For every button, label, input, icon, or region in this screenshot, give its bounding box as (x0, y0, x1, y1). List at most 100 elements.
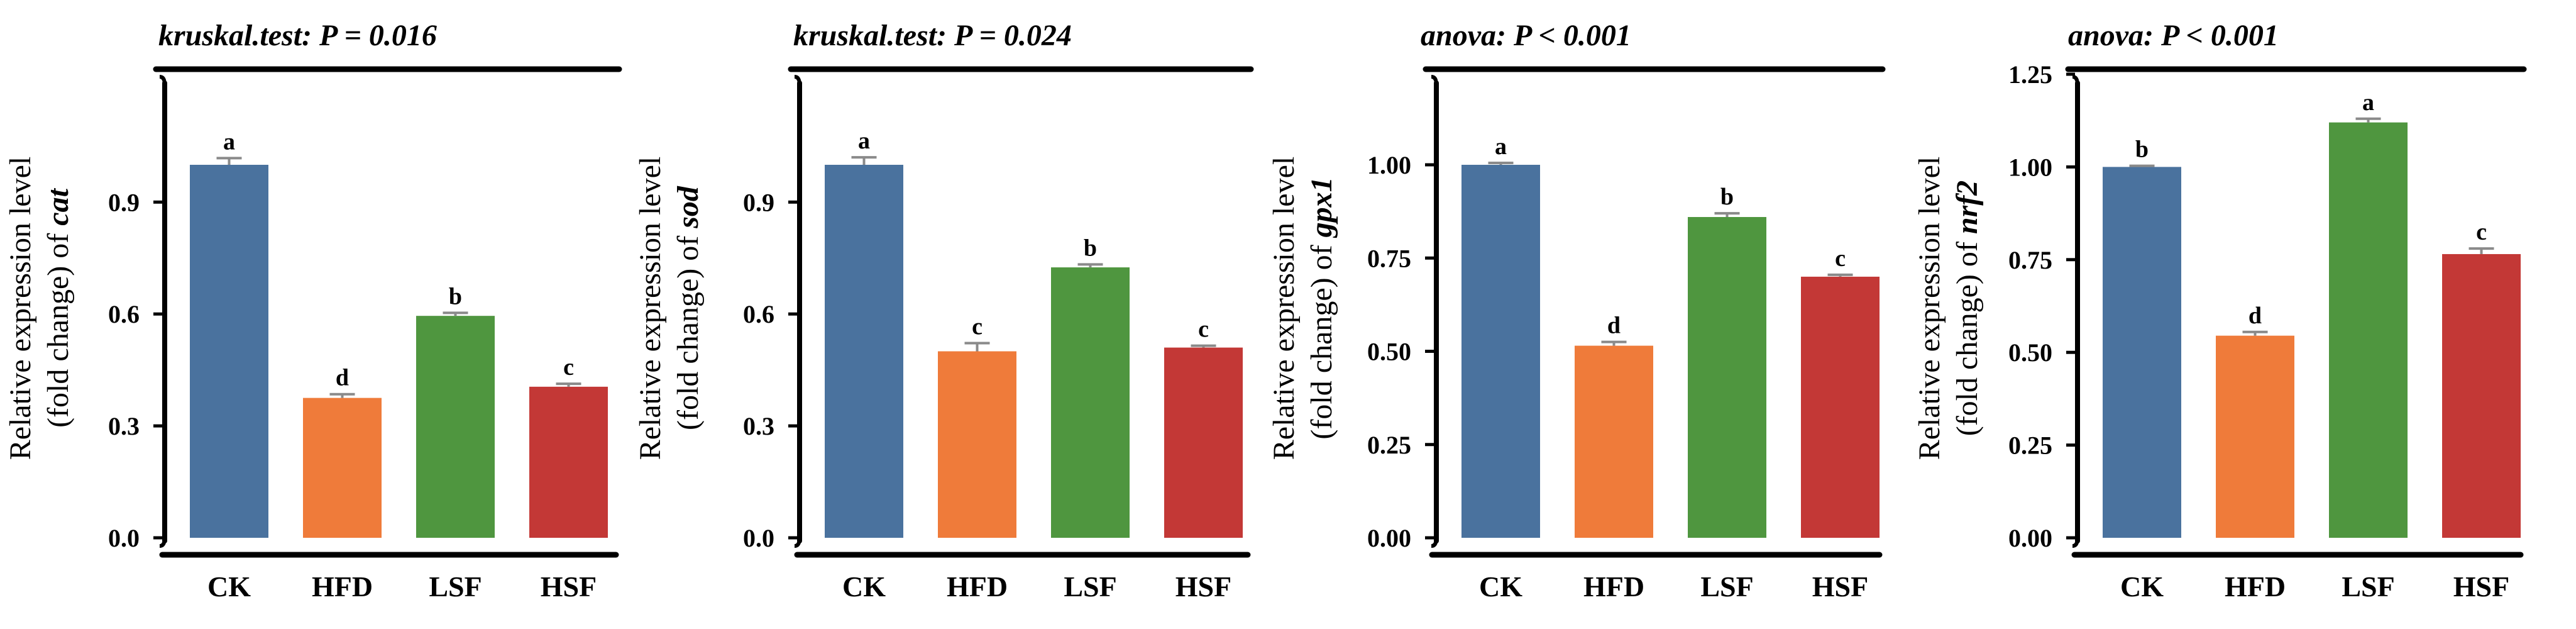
x-category-label: HFD (1583, 571, 1644, 603)
y-axis-label-line2: (fold change) of nrf2 (1951, 181, 1984, 437)
y-axis-label-line2: (fold change) of cat (41, 187, 75, 427)
bar-hsf (529, 386, 608, 538)
bar-ck (190, 165, 268, 538)
significance-letter: a (1495, 133, 1507, 160)
significance-letter: d (2248, 303, 2262, 329)
y-axis-gene-name: gpx1 (1305, 177, 1338, 238)
x-category-label: LSF (1700, 571, 1753, 603)
y-tick-label: 1.00 (1367, 151, 1411, 179)
chart-title: anova: P < 0.001 (2068, 19, 2279, 52)
bar-hfd (303, 398, 382, 538)
bar-lsf (1051, 267, 1130, 538)
y-tick-label: 0.75 (2008, 246, 2052, 274)
y-axis-cap-bottom (2072, 537, 2079, 548)
significance-letter: d (1607, 313, 1621, 339)
y-axis-cap-bottom (159, 537, 167, 548)
y-axis-cap-top (794, 75, 801, 86)
y-tick-label: 0.3 (743, 412, 774, 440)
chart-title: anova: P < 0.001 (1421, 19, 1631, 52)
y-axis-cap-top (1431, 75, 1438, 86)
bar-ck (2103, 167, 2181, 538)
y-tick-label: 0.50 (1367, 338, 1411, 366)
y-tick-label: 0.75 (1367, 244, 1411, 272)
x-category-label: LSF (429, 571, 482, 603)
bar-ck (825, 165, 903, 538)
bar-hsf (2442, 253, 2521, 538)
y-axis-gene-name: cat (41, 187, 75, 225)
x-category-label: HSF (1175, 571, 1231, 603)
y-axis-cap-top (2072, 75, 2079, 86)
x-category-label: HFD (312, 571, 373, 603)
x-category-label: CK (842, 571, 886, 603)
y-axis-label-line1: Relative expression level (1913, 157, 1946, 460)
y-tick-label: 0.25 (1367, 431, 1411, 459)
bar-lsf (416, 316, 495, 538)
x-category-label: HSF (1812, 571, 1868, 603)
y-tick-label: 0.9 (743, 188, 774, 216)
x-category-label: CK (2120, 571, 2164, 603)
y-axis-cap-top (159, 75, 167, 86)
x-category-label: CK (1479, 571, 1522, 603)
bar-hfd (1575, 345, 1653, 538)
chart-panel-1: kruskal.test: P = 0.016 0.0 0.3 0.6 0.9 Relat… (4, 19, 622, 603)
y-tick-label: 1.25 (2008, 60, 2052, 89)
significance-letter: a (2362, 89, 2374, 116)
x-category-label: HSF (541, 571, 597, 603)
y-axis-cap-bottom (794, 537, 801, 548)
significance-letter: c (2476, 219, 2487, 245)
bar-lsf (2329, 122, 2408, 538)
y-tick-label: 0.6 (743, 300, 774, 328)
y-axis-cap-bottom (1431, 537, 1438, 548)
bar-lsf (1688, 217, 1766, 538)
y-tick-label: 0.6 (108, 300, 140, 328)
chart-title: kruskal.test: P = 0.016 (158, 19, 437, 52)
y-axis-gene-name: nrf2 (1951, 181, 1984, 234)
bar-hsf (1164, 347, 1243, 538)
significance-letter: c (563, 354, 574, 381)
x-category-label: HFD (2225, 571, 2286, 603)
y-tick-label: 0.00 (2008, 524, 2052, 552)
y-axis-gene-name: sod (671, 186, 705, 229)
y-axis-label-line1: Relative expression level (4, 157, 37, 460)
y-axis-label-text: (fold change) of (671, 228, 705, 430)
y-axis-label-text: (fold change) of (41, 226, 75, 428)
y-axis-label-text: (fold change) of (1951, 234, 1984, 436)
chart-panel-4: anova: P < 0.001 0.00 0.25 0.50 0.75 1.00 1.25… (1913, 19, 2527, 603)
x-category-label: LSF (2342, 571, 2394, 603)
y-tick-label: 0.0 (108, 524, 140, 552)
significance-letter: c (972, 313, 983, 340)
significance-letter: b (1084, 235, 1097, 261)
y-tick-label: 0.0 (743, 524, 774, 552)
y-tick-label: 0.9 (108, 188, 140, 216)
significance-letter: b (449, 283, 462, 309)
y-tick-label: 0.3 (108, 412, 140, 440)
chart-title: kruskal.test: P = 0.024 (793, 19, 1072, 52)
x-category-label: HSF (2453, 571, 2509, 603)
y-axis-label-line1: Relative expression level (1267, 157, 1301, 460)
y-axis-label-line2: (fold change) of gpx1 (1305, 177, 1338, 439)
significance-letter: a (858, 128, 870, 154)
bar-ck (1461, 165, 1540, 538)
x-category-label: LSF (1064, 571, 1116, 603)
significance-letter: b (2135, 136, 2149, 163)
y-tick-label: 0.50 (2008, 338, 2052, 367)
y-axis-label-line2: (fold change) of sod (671, 186, 705, 430)
y-tick-label: 0.00 (1367, 524, 1411, 552)
significance-letter: d (336, 365, 349, 391)
bar-hfd (2216, 335, 2294, 538)
chart-panel-3: anova: P < 0.001 0.00 0.25 0.50 0.75 1.00 Rela… (1267, 19, 1886, 603)
significance-letter: b (1720, 184, 1734, 210)
significance-letter: a (223, 128, 235, 155)
significance-letter: c (1198, 316, 1209, 343)
bar-hfd (938, 351, 1016, 538)
y-axis-label-line1: Relative expression level (634, 157, 667, 460)
bar-hsf (1801, 276, 1880, 538)
y-axis-label-text: (fold change) of (1305, 237, 1338, 439)
significance-letter: c (1835, 245, 1846, 272)
chart-panel-2: kruskal.test: P = 0.024 0.0 0.3 0.6 0.9 Relat… (634, 19, 1254, 603)
x-category-label: HFD (947, 571, 1008, 603)
y-tick-label: 0.25 (2008, 431, 2052, 460)
y-tick-label: 1.00 (2008, 153, 2052, 181)
x-category-label: CK (207, 571, 251, 603)
